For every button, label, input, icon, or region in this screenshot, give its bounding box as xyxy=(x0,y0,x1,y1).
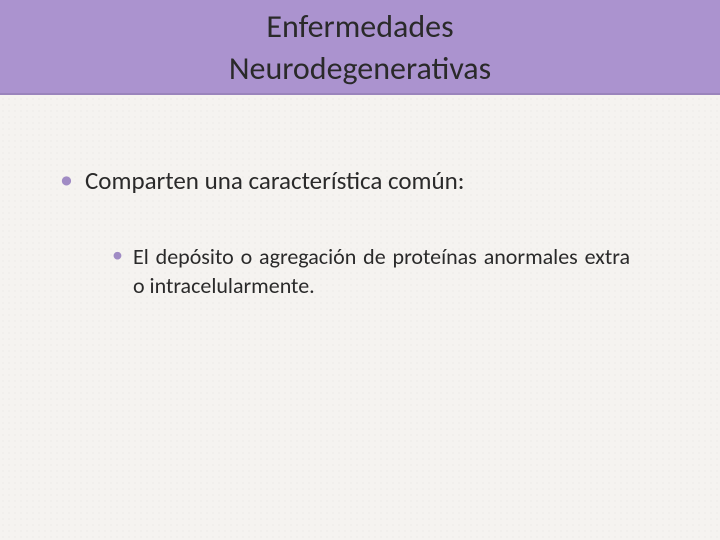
bullet-level2-text: El depósito o agregación de proteínas an… xyxy=(133,242,630,301)
bullet-dot-icon: • xyxy=(112,242,123,268)
title-line-2: Neurodegenerativas xyxy=(229,49,491,88)
bullet-dot-icon: • xyxy=(60,165,73,194)
slide-content: • Comparten una característica común: • … xyxy=(0,95,720,301)
bullet-level1-text: Comparten una característica común: xyxy=(85,165,465,198)
bullet-level2: • El depósito o agregación de proteínas … xyxy=(112,242,630,301)
slide-title: Enfermedades Neurodegenerativas xyxy=(0,0,720,89)
title-line-1: Enfermedades xyxy=(266,7,453,46)
title-band: Enfermedades Neurodegenerativas xyxy=(0,0,720,95)
bullet-level1: • Comparten una característica común: xyxy=(60,165,660,198)
